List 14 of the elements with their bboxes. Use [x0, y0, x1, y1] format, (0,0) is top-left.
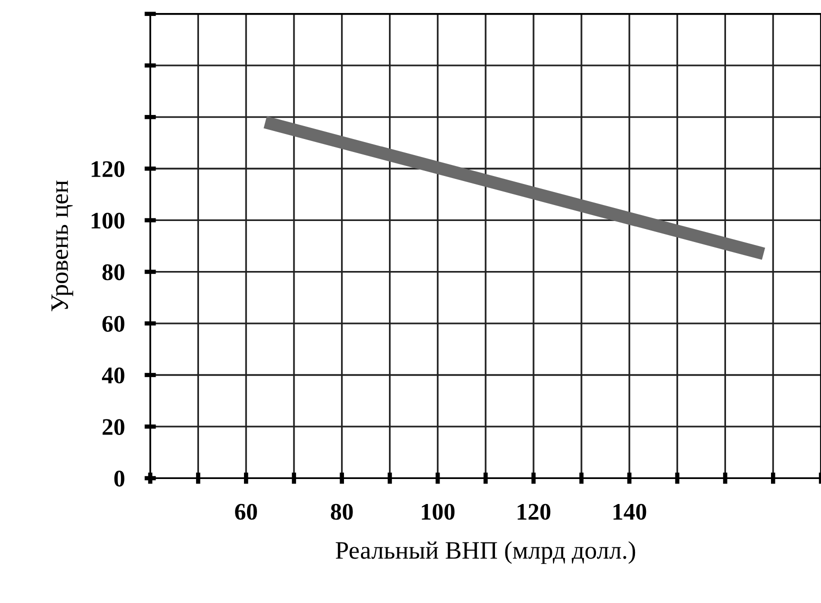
y-tick-label: 20 [102, 419, 124, 436]
y-tick-label: 80 [102, 264, 124, 280]
x-axis-title: Реальный ВНП (млрд долл.) [336, 541, 636, 564]
y-tick-label: 40 [102, 367, 124, 384]
x-tick-label: 120 [518, 504, 550, 520]
x-tick-label: 60 [235, 504, 257, 520]
x-tick-label: 100 [422, 504, 455, 520]
y-tick-label: 120 [92, 161, 124, 178]
y-tick-label: 60 [102, 316, 124, 332]
y-tick-label: 100 [92, 212, 124, 229]
y-axis-title: Уровень цен [51, 180, 74, 312]
y-tick-label: 0 [114, 470, 124, 487]
x-tick-label: 80 [330, 504, 353, 520]
x-tick-label: 140 [614, 504, 646, 520]
